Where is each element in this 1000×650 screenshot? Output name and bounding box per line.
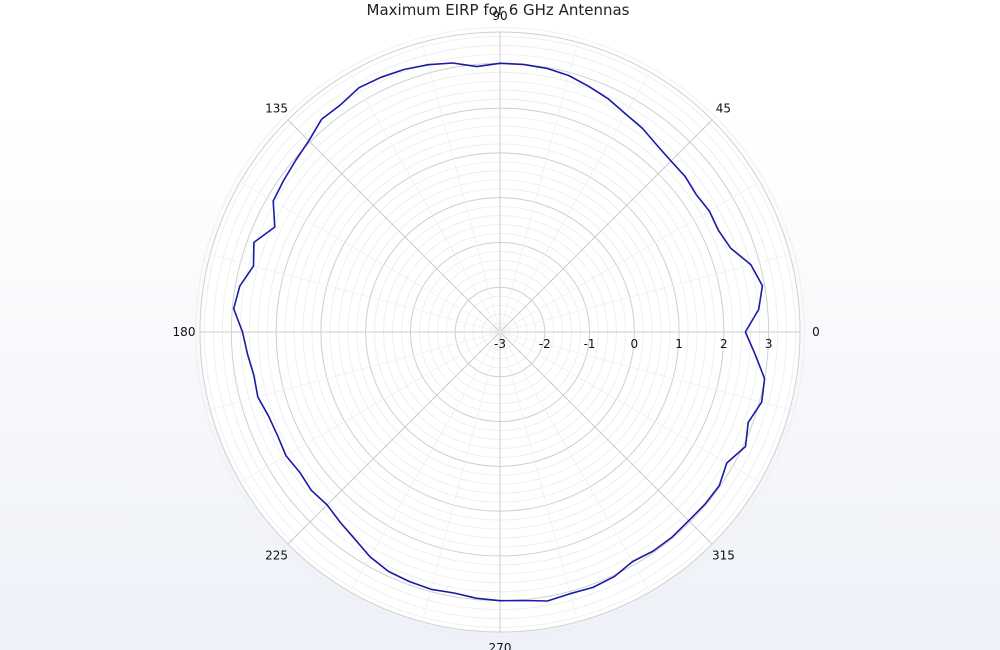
- angle-tick-label: 225: [265, 548, 288, 562]
- angle-tick-label: 135: [265, 102, 288, 116]
- angular-gridline-minor: [421, 42, 501, 333]
- radial-tick-label: 2: [720, 337, 728, 351]
- angle-tick-label: 90: [492, 9, 507, 23]
- angle-tick-label: 270: [489, 641, 512, 650]
- angle-tick-label: 0: [812, 325, 820, 339]
- angle-tick-label: 45: [716, 102, 731, 116]
- radial-tick-label: 0: [631, 337, 639, 351]
- radial-tick-label: -3: [494, 337, 506, 351]
- chart-title: Maximum EIRP for 6 GHz Antennas: [367, 1, 630, 19]
- angular-gridline-minor: [421, 331, 501, 622]
- angular-gridline-minor: [239, 331, 501, 483]
- angular-gridline-minor: [499, 331, 790, 411]
- angular-tick-labels: 0 45 90 135 180 225 270 315: [173, 9, 820, 650]
- angular-gridline-minor: [499, 42, 579, 333]
- angular-gridline-minor: [499, 71, 651, 333]
- angular-gridline-minor: [239, 181, 501, 333]
- radial-gridline-minor: [195, 27, 805, 637]
- series-trace-0: [232, 62, 766, 602]
- data-series: [232, 62, 766, 602]
- radial-tick-labels: -3 -2 -1 0 1 2 3: [494, 337, 772, 351]
- radial-tick-label: -1: [584, 337, 596, 351]
- angular-spokes: [200, 32, 800, 632]
- angular-gridline-minor: [499, 331, 579, 622]
- angular-gridline-major: [499, 119, 713, 333]
- angular-gridline-minor: [349, 331, 501, 593]
- radial-tick-label: 3: [765, 337, 773, 351]
- radial-tick-label: -2: [539, 337, 551, 351]
- angular-gridline-major: [287, 331, 501, 545]
- angular-gridline-minor: [499, 331, 651, 593]
- angular-gridline-minor: [210, 253, 501, 333]
- angular-gridline-minor: [499, 331, 761, 483]
- angle-tick-label: 180: [173, 325, 196, 339]
- radial-tick-label: 1: [675, 337, 683, 351]
- angular-gridline-minor: [499, 181, 761, 333]
- angular-gridline-major: [287, 119, 501, 333]
- angular-gridline-major: [499, 331, 713, 545]
- angular-gridline-minor: [349, 71, 501, 333]
- angular-gridline-minor: [499, 253, 790, 333]
- angle-tick-label: 315: [712, 548, 735, 562]
